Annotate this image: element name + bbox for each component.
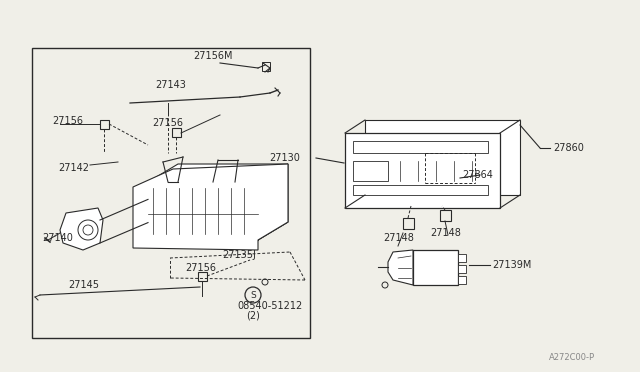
Text: S: S [250,291,256,299]
Text: 27156: 27156 [185,263,216,273]
Bar [148,182,258,240]
Bar [345,133,500,208]
Bar [198,272,207,281]
Text: 08540-51212: 08540-51212 [237,301,302,311]
Bar [172,128,181,137]
Bar [262,62,270,71]
Text: (2): (2) [246,311,260,321]
Bar [458,265,466,273]
Text: 27148: 27148 [383,233,414,243]
Polygon shape [148,222,288,240]
Text: 27145: 27145 [68,280,99,290]
Bar [403,218,414,229]
Text: 27130: 27130 [269,153,300,163]
Text: 27148: 27148 [430,228,461,238]
Bar [353,141,488,153]
Bar [413,250,458,285]
Text: 27139M: 27139M [492,260,531,270]
Polygon shape [60,208,103,250]
Polygon shape [133,164,288,250]
Text: 27860: 27860 [553,143,584,153]
Text: 27143: 27143 [155,80,186,90]
Polygon shape [148,164,288,182]
Bar [353,161,388,181]
Text: 27156: 27156 [152,118,183,128]
Text: 27135J: 27135J [222,250,256,260]
Bar [100,120,109,129]
Bar [458,254,466,262]
Polygon shape [258,164,288,240]
Text: 27140: 27140 [42,233,73,243]
Bar [458,276,466,284]
Polygon shape [365,120,520,195]
Bar [32,48,310,338]
Polygon shape [388,250,413,285]
Text: 27864: 27864 [462,170,493,180]
Text: 27156: 27156 [52,116,83,126]
Bar [353,185,488,195]
Text: 27156M: 27156M [193,51,232,61]
Text: 27142: 27142 [58,163,89,173]
Bar [440,210,451,221]
Text: A272C00-P: A272C00-P [549,353,595,362]
